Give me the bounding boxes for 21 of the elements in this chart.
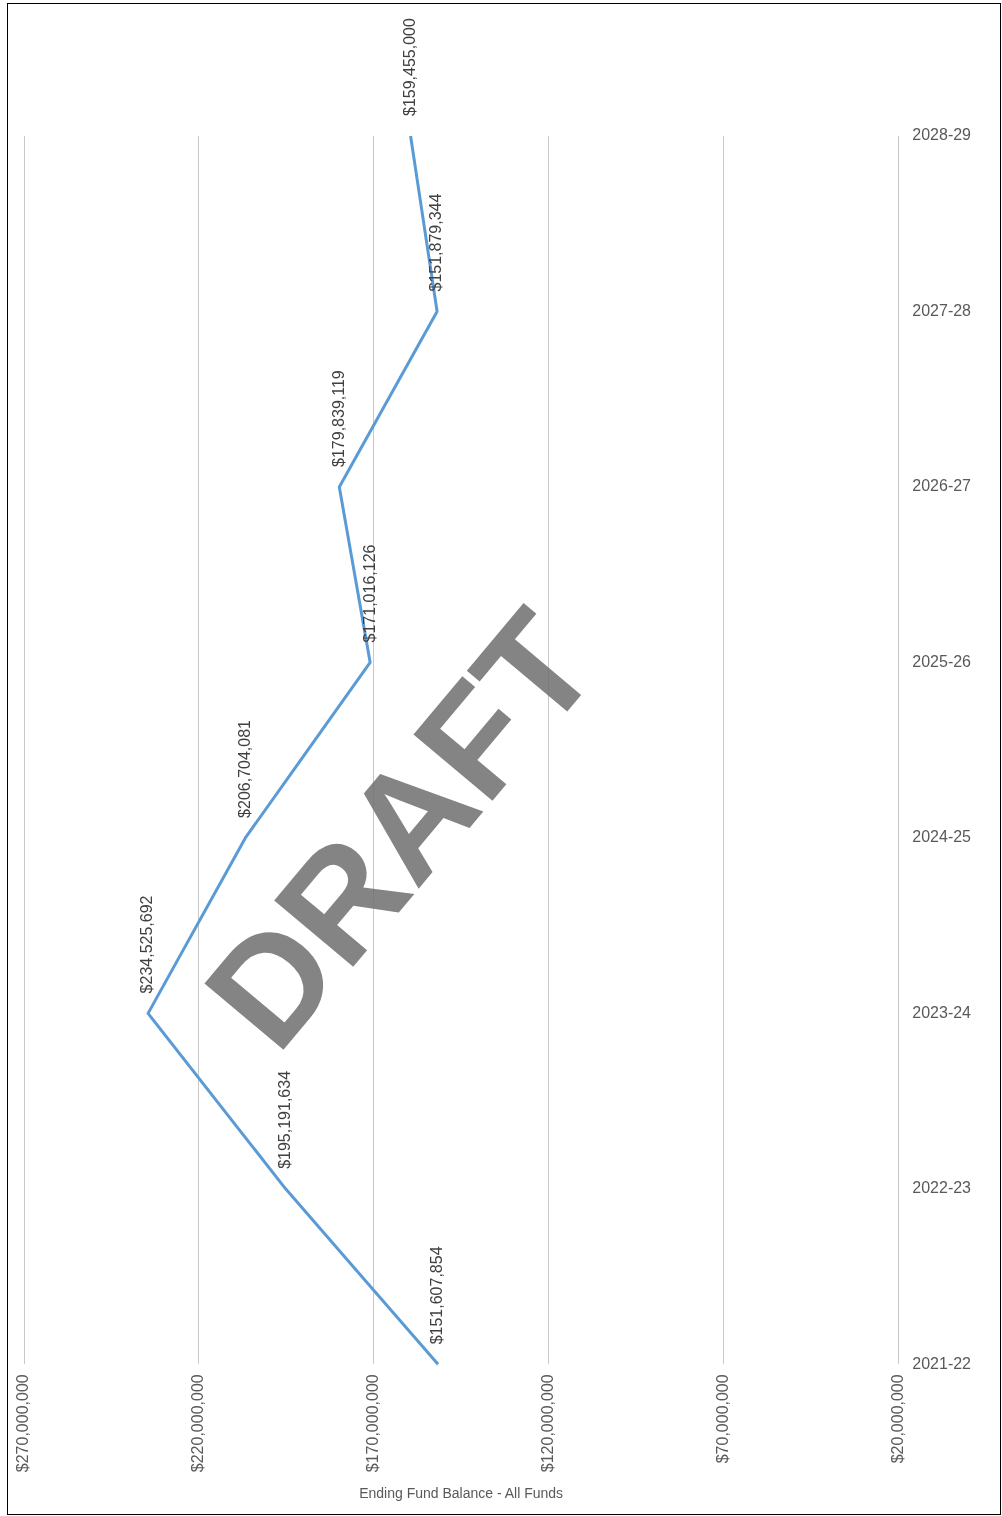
x-tick-label: $270,000,000 — [14, 1374, 32, 1473]
y-tick-label: 2021-22 — [912, 1354, 972, 1372]
x-tick-label: $20,000,000 — [888, 1374, 906, 1464]
x-tick-label: $220,000,000 — [189, 1374, 207, 1473]
y-tick-label: 2023-24 — [912, 1003, 972, 1021]
data-label: $179,839,119 — [329, 370, 347, 467]
data-label: $151,879,344 — [427, 193, 445, 292]
y-tick-label: 2022-23 — [912, 1179, 972, 1197]
y-tick-label: 2025-26 — [912, 652, 972, 670]
y-tick-label: 2024-25 — [912, 828, 972, 846]
x-tick-label: $120,000,000 — [538, 1374, 556, 1473]
data-label: $151,607,854 — [428, 1246, 446, 1345]
data-label: $195,191,634 — [276, 1070, 294, 1169]
y-tick-label: 2027-28 — [912, 301, 972, 319]
x-tick-label: $70,000,000 — [713, 1374, 731, 1464]
data-label: $234,525,692 — [138, 895, 156, 994]
y-tick-label: 2028-29 — [912, 126, 972, 144]
y-tick-label: 2026-27 — [912, 477, 972, 495]
x-axis-title: Ending Fund Balance - All Funds — [359, 1485, 564, 1502]
x-tick-label: $170,000,000 — [364, 1374, 382, 1473]
data-label: $159,455,000 — [401, 18, 418, 116]
